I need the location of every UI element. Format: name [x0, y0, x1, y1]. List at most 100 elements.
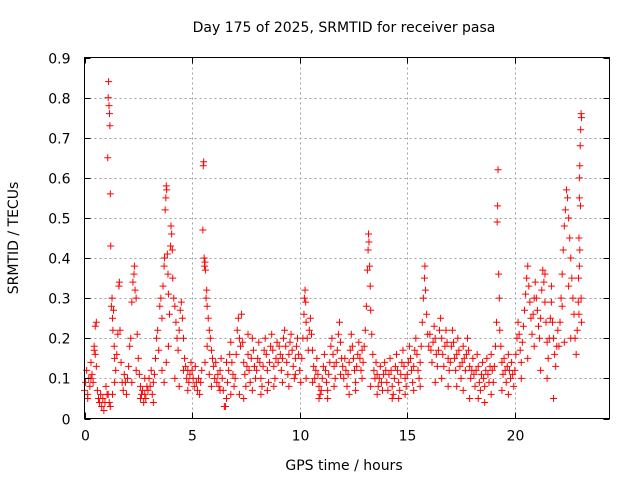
data-point	[480, 374, 488, 382]
data-point	[500, 354, 508, 362]
data-point	[410, 386, 418, 394]
data-point	[136, 382, 144, 390]
data-point	[272, 354, 280, 362]
data-point	[132, 366, 140, 374]
data-point	[216, 386, 224, 394]
data-point	[561, 206, 569, 214]
data-point	[423, 310, 431, 318]
data-point	[312, 366, 320, 374]
data-point	[171, 374, 179, 382]
data-point	[348, 342, 356, 350]
data-point	[280, 334, 288, 342]
data-point	[555, 342, 563, 350]
data-point	[550, 394, 558, 402]
data-point	[373, 370, 381, 378]
data-point	[477, 370, 485, 378]
data-point	[267, 342, 275, 350]
data-point	[436, 326, 444, 334]
data-point	[273, 338, 281, 346]
data-point	[136, 394, 144, 402]
data-point	[225, 366, 233, 374]
data-point	[540, 278, 548, 286]
data-point	[374, 382, 382, 390]
data-point	[577, 126, 585, 134]
data-point	[487, 350, 495, 358]
data-point	[482, 366, 490, 374]
data-point	[242, 382, 250, 390]
data-point	[204, 314, 212, 322]
data-point	[357, 366, 365, 374]
data-point	[325, 370, 333, 378]
data-point	[466, 394, 474, 402]
data-point	[333, 346, 341, 354]
data-point	[214, 370, 222, 378]
data-point	[179, 366, 187, 374]
data-point	[352, 378, 360, 386]
data-point	[144, 386, 152, 394]
data-point	[546, 314, 554, 322]
data-point	[524, 262, 532, 270]
data-point	[105, 78, 113, 86]
data-point	[165, 310, 173, 318]
data-point	[578, 318, 586, 326]
data-point	[467, 374, 475, 382]
data-point	[565, 282, 573, 290]
data-point	[419, 294, 427, 302]
data-point	[231, 374, 239, 382]
data-point	[268, 330, 276, 338]
data-point	[498, 386, 506, 394]
data-point	[334, 330, 342, 338]
data-point	[155, 346, 163, 354]
data-point	[119, 386, 127, 394]
data-point	[289, 362, 297, 370]
data-point	[337, 338, 345, 346]
data-point	[92, 318, 100, 326]
data-point	[238, 310, 246, 318]
data-point	[154, 326, 162, 334]
data-point	[388, 394, 396, 402]
data-point	[262, 350, 270, 358]
data-point	[239, 338, 247, 346]
data-point	[391, 362, 399, 370]
data-point	[387, 366, 395, 374]
data-point	[366, 262, 374, 270]
data-point	[324, 386, 332, 394]
data-point	[394, 366, 402, 374]
data-point	[187, 358, 195, 366]
data-point	[508, 358, 516, 366]
data-point	[134, 354, 142, 362]
data-point	[211, 374, 219, 382]
data-point	[110, 342, 118, 350]
data-point	[213, 378, 221, 386]
data-point	[489, 378, 497, 386]
data-point	[195, 374, 203, 382]
data-point	[172, 318, 180, 326]
data-point	[341, 354, 349, 362]
data-point	[527, 314, 535, 322]
data-point	[162, 358, 170, 366]
data-point	[576, 162, 584, 170]
data-point	[416, 358, 424, 366]
x-axis-label: GPS time / hours	[285, 458, 402, 474]
data-point	[533, 306, 541, 314]
data-point	[177, 298, 185, 306]
data-point	[460, 354, 468, 362]
data-point	[150, 370, 158, 378]
data-point	[463, 334, 471, 342]
data-point	[466, 362, 474, 370]
data-point	[249, 346, 257, 354]
data-point	[125, 362, 133, 370]
data-point	[559, 246, 567, 254]
data-point	[260, 346, 268, 354]
data-point	[241, 370, 249, 378]
data-point	[381, 358, 389, 366]
data-point	[548, 318, 556, 326]
data-point	[126, 342, 134, 350]
y-tick-label: 0.7	[48, 132, 70, 148]
axis-ticks: 0 0.1 0.2 0.3 0.4 0.5 0.6 0.7 0.8 0.9 0 5 10 15 20	[48, 52, 610, 445]
data-point	[305, 326, 313, 334]
data-point	[108, 390, 116, 398]
data-point	[514, 318, 522, 326]
data-point	[313, 354, 321, 362]
data-point	[318, 374, 326, 382]
